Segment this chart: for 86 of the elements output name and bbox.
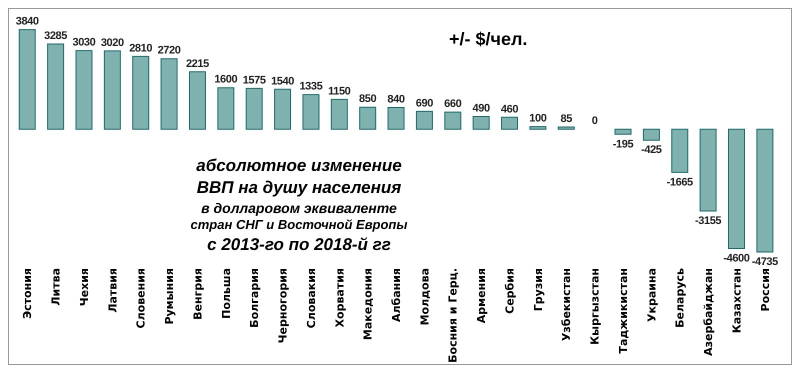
data-label: 460 [500, 103, 518, 116]
bar [642, 128, 660, 141]
bar [160, 58, 178, 130]
data-label: -195 [612, 138, 634, 150]
data-label: 1540 [271, 75, 294, 88]
bar [18, 29, 36, 130]
x-tick-label: Сербия [503, 268, 516, 314]
x-tick-label: Узбекистан [560, 268, 574, 342]
x-tick-label: Румыния [163, 268, 176, 325]
data-label: 840 [387, 93, 405, 106]
data-label: 3285 [44, 30, 68, 42]
y-axis-title: +/- $/чел. [449, 29, 528, 50]
annotation: ВВП на душу населения [196, 177, 402, 200]
data-label: 660 [444, 98, 462, 110]
bar [302, 94, 320, 130]
annotation: стран СНГ и Восточной Европы [190, 217, 408, 234]
x-tick-label: Литва [50, 268, 63, 306]
data-label: 2810 [129, 42, 152, 54]
data-label: 2215 [186, 58, 210, 70]
annotation: с 2013-го по 2018-й гг [206, 234, 392, 256]
x-tick-label: Казахстан [730, 268, 744, 334]
data-label: 2720 [158, 44, 181, 57]
data-label: 850 [359, 93, 376, 106]
bar [501, 116, 518, 130]
data-label: 1335 [299, 80, 323, 93]
data-label: 1150 [328, 85, 351, 98]
x-tick-label: Латвия [106, 268, 120, 313]
bar [132, 56, 150, 130]
x-tick-label: Таджикистан [616, 268, 630, 354]
x-tick-label: Черногория [276, 268, 290, 344]
bar [217, 87, 234, 130]
annotation: в долларовом эквиваленте [200, 199, 398, 218]
x-tick-label: Венгрия [191, 268, 204, 320]
bar [274, 88, 292, 130]
bar [416, 110, 433, 130]
data-label: -425 [641, 144, 662, 156]
bar [529, 126, 546, 130]
data-label: -4600 [723, 252, 750, 264]
data-label: 0 [592, 115, 598, 128]
bar [472, 116, 490, 130]
x-tick-label: Хорватия [333, 268, 346, 328]
data-label: 3020 [100, 36, 124, 49]
bar [246, 88, 263, 130]
data-label: -1665 [666, 176, 694, 188]
bar [671, 128, 688, 173]
bar [188, 71, 206, 130]
data-label: 100 [529, 112, 547, 125]
bar [104, 50, 121, 130]
bar [756, 128, 774, 252]
x-tick-label: Словения [134, 268, 148, 328]
data-label: 3030 [72, 36, 96, 49]
bar [388, 106, 405, 130]
bar [359, 106, 376, 130]
x-tick-label: Эстония [21, 268, 34, 319]
bar [728, 128, 745, 249]
x-tick-label: Украина [645, 268, 658, 322]
bar [47, 44, 64, 130]
data-label: 3840 [16, 16, 39, 28]
x-tick-label: Македония [362, 268, 375, 340]
x-tick-label: Кыргызстан [588, 268, 602, 345]
data-label: -3155 [695, 215, 722, 228]
bar [614, 128, 632, 135]
x-tick-label: Армения [475, 268, 488, 324]
data-label: 690 [416, 97, 434, 110]
x-tick-label: Грузия [532, 268, 545, 312]
x-tick-label: Россия [758, 268, 772, 312]
annotation: абсолютное изменение [195, 155, 403, 177]
data-label: -4735 [752, 256, 778, 268]
x-tick-label: Беларусь [674, 268, 687, 328]
bar [330, 98, 348, 130]
x-tick-label: Албания [390, 268, 403, 322]
x-tick-label: Чехия [78, 268, 91, 306]
x-tick-label: Азербайджан [702, 268, 716, 356]
x-tick-label: Босния и Герц. [446, 268, 460, 363]
x-tick-label: Болгария [248, 268, 262, 328]
data-label: 1600 [214, 74, 238, 86]
bar [75, 50, 92, 130]
x-tick-label: Польша [220, 268, 233, 319]
x-tick-label: Словакия [304, 268, 318, 328]
data-label: 490 [472, 102, 490, 115]
bar [558, 126, 575, 130]
bar [444, 112, 462, 130]
data-label: 85 [560, 113, 572, 126]
data-label: 1575 [242, 74, 266, 86]
x-tick-label: Молдова [418, 268, 432, 326]
bar [700, 128, 717, 212]
